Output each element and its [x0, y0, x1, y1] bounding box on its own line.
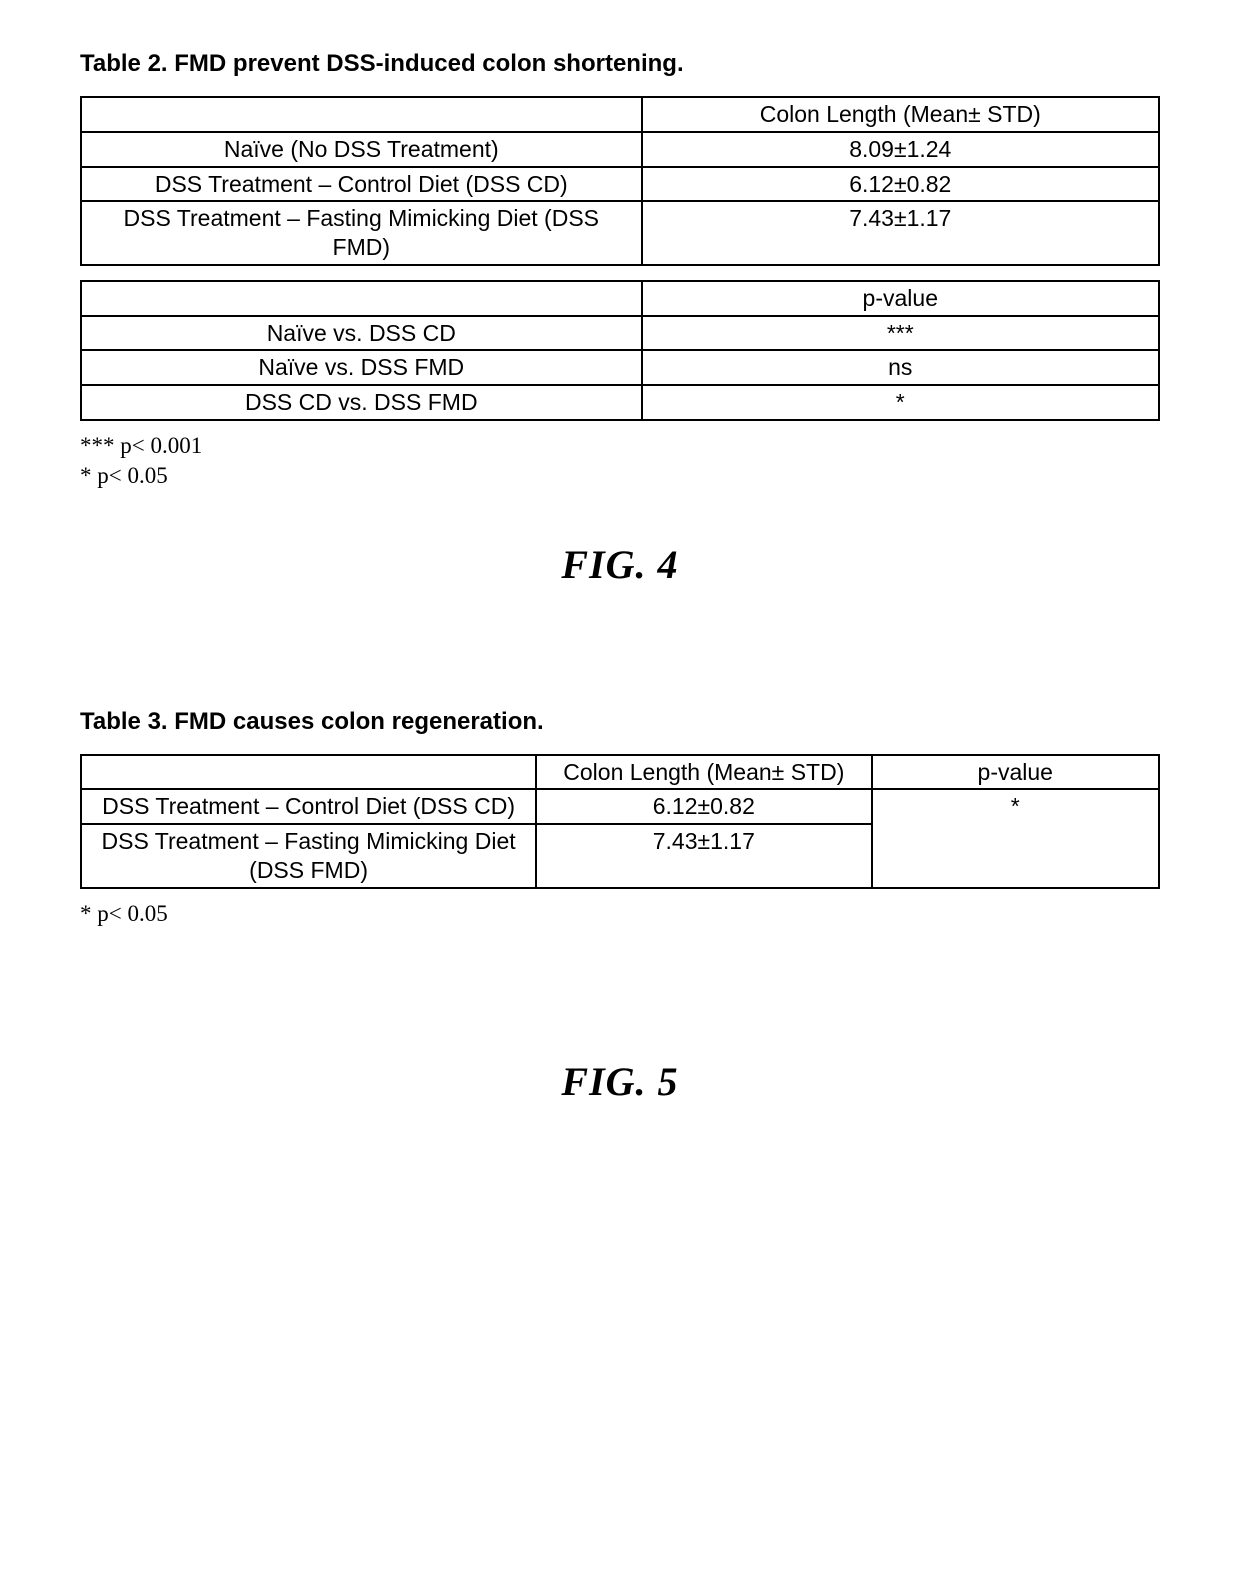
figure5-label: FIG. 5	[80, 1058, 1160, 1105]
t3-row1-label: DSS Treatment – Fasting Mimicking Diet (…	[81, 824, 536, 888]
table2b-header-blank	[81, 281, 642, 316]
table-row: DSS CD vs. DSS FMD *	[81, 385, 1159, 420]
fig4-note-line1: *** p< 0.001	[80, 431, 1160, 461]
t2b-row1-label: Naïve vs. DSS FMD	[81, 350, 642, 385]
table-row: Naïve (No DSS Treatment) 8.09±1.24	[81, 132, 1159, 167]
t2a-row2-label: DSS Treatment – Fasting Mimicking Diet (…	[81, 201, 642, 265]
table-row: DSS Treatment – Control Diet (DSS CD) 6.…	[81, 167, 1159, 202]
table-row: Naïve vs. DSS CD ***	[81, 316, 1159, 351]
t2b-row2-value: *	[642, 385, 1159, 420]
figure4-label: FIG. 4	[80, 541, 1160, 588]
t2a-row0-value: 8.09±1.24	[642, 132, 1159, 167]
t2b-row2-label: DSS CD vs. DSS FMD	[81, 385, 642, 420]
t2b-row0-label: Naïve vs. DSS CD	[81, 316, 642, 351]
table2-pvalues: p-value Naïve vs. DSS CD *** Naïve vs. D…	[80, 280, 1160, 421]
table2-data: Colon Length (Mean± STD) Naïve (No DSS T…	[80, 96, 1160, 266]
t3-row0-label: DSS Treatment – Control Diet (DSS CD)	[81, 789, 536, 824]
table3-data: Colon Length (Mean± STD) p-value DSS Tre…	[80, 754, 1160, 889]
t2a-row1-value: 6.12±0.82	[642, 167, 1159, 202]
t2a-row0-label: Naïve (No DSS Treatment)	[81, 132, 642, 167]
t2a-row1-label: DSS Treatment – Control Diet (DSS CD)	[81, 167, 642, 202]
t3-pvalue-cell: *	[872, 789, 1160, 887]
t2b-row0-value: ***	[642, 316, 1159, 351]
table3-header-mid: Colon Length (Mean± STD)	[536, 755, 871, 790]
t3-row0-value: 6.12±0.82	[536, 789, 871, 824]
table3-header-blank	[81, 755, 536, 790]
fig5-note-line1: * p< 0.05	[80, 899, 1160, 929]
table3-header-right: p-value	[872, 755, 1160, 790]
table2b-header-right: p-value	[642, 281, 1159, 316]
t2a-row2-value: 7.43±1.17	[642, 201, 1159, 265]
t3-row1-value: 7.43±1.17	[536, 824, 871, 888]
table3-title: Table 3. FMD causes colon regeneration.	[80, 708, 1160, 736]
fig4-note-line2: * p< 0.05	[80, 461, 1160, 491]
table2a-header-right: Colon Length (Mean± STD)	[642, 97, 1159, 132]
fig4-notes: *** p< 0.001 * p< 0.05	[80, 431, 1160, 491]
table-row: Naïve vs. DSS FMD ns	[81, 350, 1159, 385]
table2a-header-blank	[81, 97, 642, 132]
table2-title: Table 2. FMD prevent DSS-induced colon s…	[80, 50, 1160, 78]
t2b-row1-value: ns	[642, 350, 1159, 385]
table-row: DSS Treatment – Fasting Mimicking Diet (…	[81, 201, 1159, 265]
table-row: DSS Treatment – Control Diet (DSS CD) 6.…	[81, 789, 1159, 824]
fig5-notes: * p< 0.05	[80, 899, 1160, 929]
